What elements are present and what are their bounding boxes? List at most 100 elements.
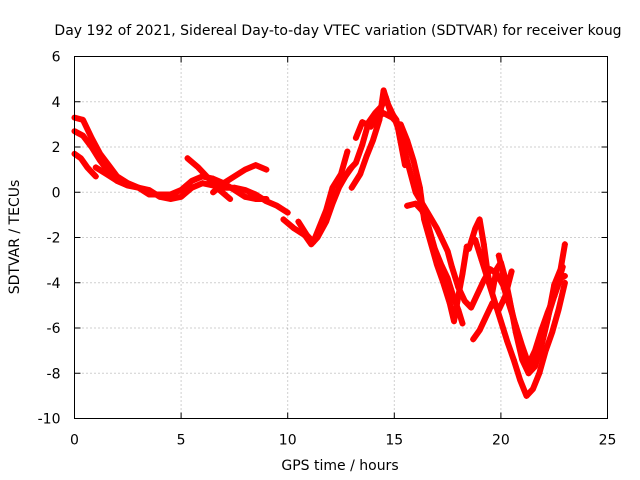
data-point bbox=[92, 164, 99, 171]
y-tick-label: -6 bbox=[47, 321, 61, 337]
data-point bbox=[195, 164, 202, 171]
y-tick-label: -2 bbox=[47, 231, 61, 247]
data-point bbox=[352, 134, 359, 141]
data-point bbox=[410, 157, 417, 164]
data-point bbox=[184, 155, 191, 162]
data-point bbox=[88, 144, 95, 150]
data-point bbox=[84, 164, 91, 171]
data-point bbox=[156, 191, 163, 198]
data-point bbox=[97, 157, 104, 164]
data-point bbox=[525, 370, 532, 377]
data-point bbox=[485, 272, 492, 279]
data-point bbox=[444, 248, 451, 255]
data-point bbox=[384, 101, 391, 108]
x-tick-label: 5 bbox=[177, 433, 186, 449]
data-point bbox=[536, 370, 543, 377]
data-point bbox=[397, 121, 404, 128]
data-point bbox=[348, 184, 355, 191]
data-point bbox=[380, 110, 387, 117]
data-point bbox=[252, 162, 259, 169]
data-point bbox=[523, 392, 530, 399]
data-point bbox=[508, 268, 515, 275]
y-tick-label: 6 bbox=[52, 50, 61, 66]
data-point bbox=[231, 186, 238, 193]
chart-title: Day 192 of 2021, Sidereal Day-to-day VTE… bbox=[54, 23, 621, 39]
data-point bbox=[470, 336, 477, 343]
data-point bbox=[561, 241, 568, 248]
y-tick-label: -8 bbox=[47, 366, 61, 382]
data-point bbox=[474, 291, 481, 298]
data-point bbox=[540, 331, 547, 338]
data-point bbox=[495, 252, 502, 259]
data-point bbox=[514, 334, 521, 341]
data-point bbox=[338, 171, 344, 178]
data-point bbox=[92, 173, 99, 180]
data-point bbox=[352, 159, 359, 166]
data-point bbox=[495, 306, 502, 313]
data-series bbox=[71, 87, 568, 399]
series-arc-2 bbox=[71, 128, 270, 202]
data-point bbox=[389, 114, 396, 121]
x-tick-label: 25 bbox=[599, 433, 617, 449]
data-point bbox=[220, 180, 227, 187]
x-tick-label: 20 bbox=[492, 433, 510, 449]
data-point bbox=[527, 365, 534, 372]
data-point bbox=[476, 327, 483, 334]
y-tick-label: 4 bbox=[52, 95, 61, 111]
x-tick-label: 0 bbox=[70, 433, 79, 449]
data-point bbox=[510, 356, 517, 363]
data-point bbox=[461, 297, 468, 304]
data-point bbox=[188, 184, 195, 191]
data-point bbox=[450, 295, 457, 302]
data-point bbox=[493, 266, 500, 273]
data-point bbox=[316, 223, 323, 230]
data-point bbox=[489, 300, 496, 307]
series-arc-1 bbox=[71, 114, 291, 216]
data-point bbox=[369, 137, 376, 144]
x-tick-label: 15 bbox=[385, 433, 403, 449]
data-point bbox=[263, 196, 270, 203]
y-tick-label: 0 bbox=[52, 185, 61, 201]
data-point bbox=[502, 279, 509, 286]
data-point bbox=[553, 286, 560, 293]
data-point bbox=[338, 180, 344, 187]
data-point bbox=[329, 184, 336, 191]
data-point bbox=[455, 306, 462, 313]
data-point bbox=[284, 209, 291, 216]
data-point bbox=[363, 153, 370, 160]
data-point bbox=[178, 193, 185, 200]
data-point bbox=[555, 306, 562, 313]
series-arc-13 bbox=[404, 200, 466, 327]
data-point bbox=[468, 304, 475, 311]
data-point bbox=[188, 177, 195, 184]
data-point bbox=[517, 377, 524, 384]
data-point bbox=[561, 279, 568, 286]
data-point bbox=[446, 300, 453, 307]
data-point bbox=[80, 132, 87, 139]
data-point bbox=[559, 263, 566, 270]
series-arc-8 bbox=[295, 148, 351, 245]
data-point bbox=[227, 196, 234, 203]
data-point bbox=[310, 239, 317, 246]
y-tick-label: -4 bbox=[47, 276, 61, 292]
data-point bbox=[404, 157, 411, 164]
data-point bbox=[359, 119, 366, 126]
data-point bbox=[303, 232, 310, 239]
x-tick-label: 10 bbox=[279, 433, 297, 449]
data-point bbox=[242, 193, 249, 200]
data-point bbox=[344, 148, 351, 155]
data-point bbox=[80, 116, 87, 123]
data-point bbox=[480, 241, 487, 248]
data-point bbox=[546, 306, 553, 313]
data-point bbox=[135, 184, 142, 191]
data-point bbox=[444, 275, 451, 282]
axis-ticks bbox=[74, 56, 608, 419]
data-point bbox=[482, 313, 489, 320]
data-point bbox=[103, 171, 110, 178]
data-point bbox=[425, 223, 432, 230]
data-point bbox=[433, 225, 440, 232]
data-point bbox=[335, 184, 342, 191]
data-point bbox=[459, 320, 466, 327]
data-point bbox=[504, 338, 511, 345]
